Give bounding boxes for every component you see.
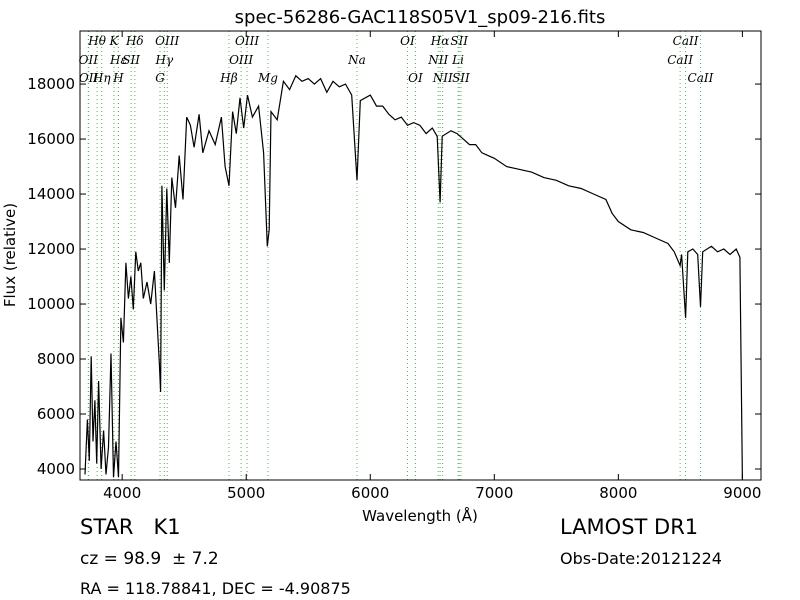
spectral-line-label: Mg [257,71,278,85]
spectral-line-label: G [155,71,165,85]
x-tick-label: 7000 [475,484,513,502]
spectral-line-label: Hθ [87,34,106,48]
chart-title: spec-56286-GAC118S05V1_sp09-216.fits [235,7,606,28]
x-tick-label: 9000 [723,484,761,502]
x-tick-label: 8000 [599,484,637,502]
spectral-line-label: OI [400,34,415,48]
y-tick-label: 4000 [37,460,75,478]
y-tick-label: 16000 [27,130,75,148]
y-tick-label: 18000 [27,75,75,93]
spectral-line-label: Na [347,53,366,67]
y-tick-label: 10000 [27,295,75,313]
survey-label: LAMOST DR1 [560,515,698,539]
spectral-line-label: Li [451,53,464,67]
spectral-line-label: OIII [235,34,259,48]
spectral-line-label: K [109,34,120,48]
spectral-line-label: Hβ [219,71,237,85]
spectral-line-label: CaII [688,71,714,85]
y-tick-label: 12000 [27,240,75,258]
spectral-line-label: Hη [92,71,111,85]
spectral-line-label: SII [122,53,140,67]
spectral-line-label: Hγ [155,53,174,67]
plot-frame [79,30,762,481]
x-tick-label: 4000 [103,484,141,502]
y-axis-label: Flux (relative) [1,203,19,307]
spectral-line-label: NII [432,71,453,85]
spectral-line-label: NII [427,53,448,67]
spectral-line-label: SII [450,34,468,48]
x-axis-label: Wavelength (Å) [362,506,478,525]
spectral-line-label: Hδ [125,34,144,48]
class-label: STAR K1 [80,515,181,539]
x-tick-label: 5000 [227,484,265,502]
spectral-line-label: OI [408,71,423,85]
coord-label: RA = 118.78841, DEC = -4.90875 [80,579,351,598]
spectrum-line [84,74,743,480]
spectral-line-label: OIII [229,53,253,67]
spectral-line-label: OIII [155,34,179,48]
y-tick-label: 6000 [37,405,75,423]
spectral-line-label: CaII [673,34,699,48]
redshift-label: cz = 98.9 ± 7.2 [80,549,219,569]
spectral-line-label: SII [452,71,470,85]
spectral-line-label: CaII [667,53,693,67]
spectral-line-label: OII [79,71,99,85]
date-label: Obs-Date:20121224 [560,549,722,568]
y-tick-label: 14000 [27,185,75,203]
y-tick-label: 8000 [37,350,75,368]
x-tick-label: 6000 [351,484,389,502]
spectral-line-label: H [112,71,124,85]
spectral-line-label: Hα [430,34,450,48]
